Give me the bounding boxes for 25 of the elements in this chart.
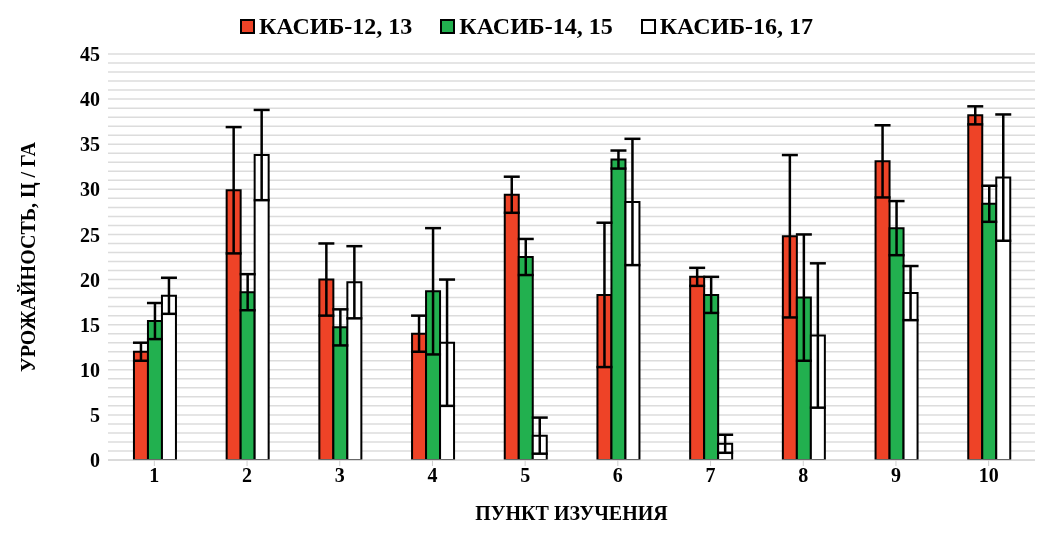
y-tick-label: 5 bbox=[90, 403, 100, 426]
x-tick-label: 10 bbox=[978, 464, 999, 487]
legend-label: КАСИБ-14, 15 bbox=[459, 12, 613, 40]
y-tick-label: 20 bbox=[80, 268, 100, 291]
x-tick-label: 6 bbox=[612, 464, 623, 487]
y-tick-label: 40 bbox=[80, 88, 100, 111]
x-tick-label: 5 bbox=[520, 464, 531, 487]
legend-label: КАСИБ-12, 13 bbox=[258, 12, 413, 40]
x-tick-label: 3 bbox=[334, 464, 345, 487]
y-tick-label: 30 bbox=[80, 178, 100, 201]
y-tick-label: 10 bbox=[80, 358, 100, 381]
y-tick-label: 45 bbox=[80, 43, 100, 66]
x-tick-label: 2 bbox=[242, 464, 253, 487]
legend-label: КАСИБ-16, 17 bbox=[659, 12, 814, 40]
x-tick-label: 9 bbox=[890, 464, 901, 487]
y-axis-title: УРОЖАЙНОСТЬ, Ц / ГА bbox=[17, 141, 41, 373]
x-tick-label: 7 bbox=[705, 464, 716, 487]
x-tick-label: 8 bbox=[798, 464, 809, 487]
x-axis-title: ПУНКТ ИЗУЧЕНИЯ bbox=[475, 502, 669, 524]
y-tick-label: 25 bbox=[80, 223, 100, 246]
y-tick-label: 0 bbox=[90, 449, 100, 472]
y-tick-label: 35 bbox=[80, 133, 100, 156]
x-tick-label: 4 bbox=[427, 464, 438, 487]
y-tick-label: 15 bbox=[80, 313, 100, 336]
x-tick-label: 1 bbox=[149, 464, 160, 487]
